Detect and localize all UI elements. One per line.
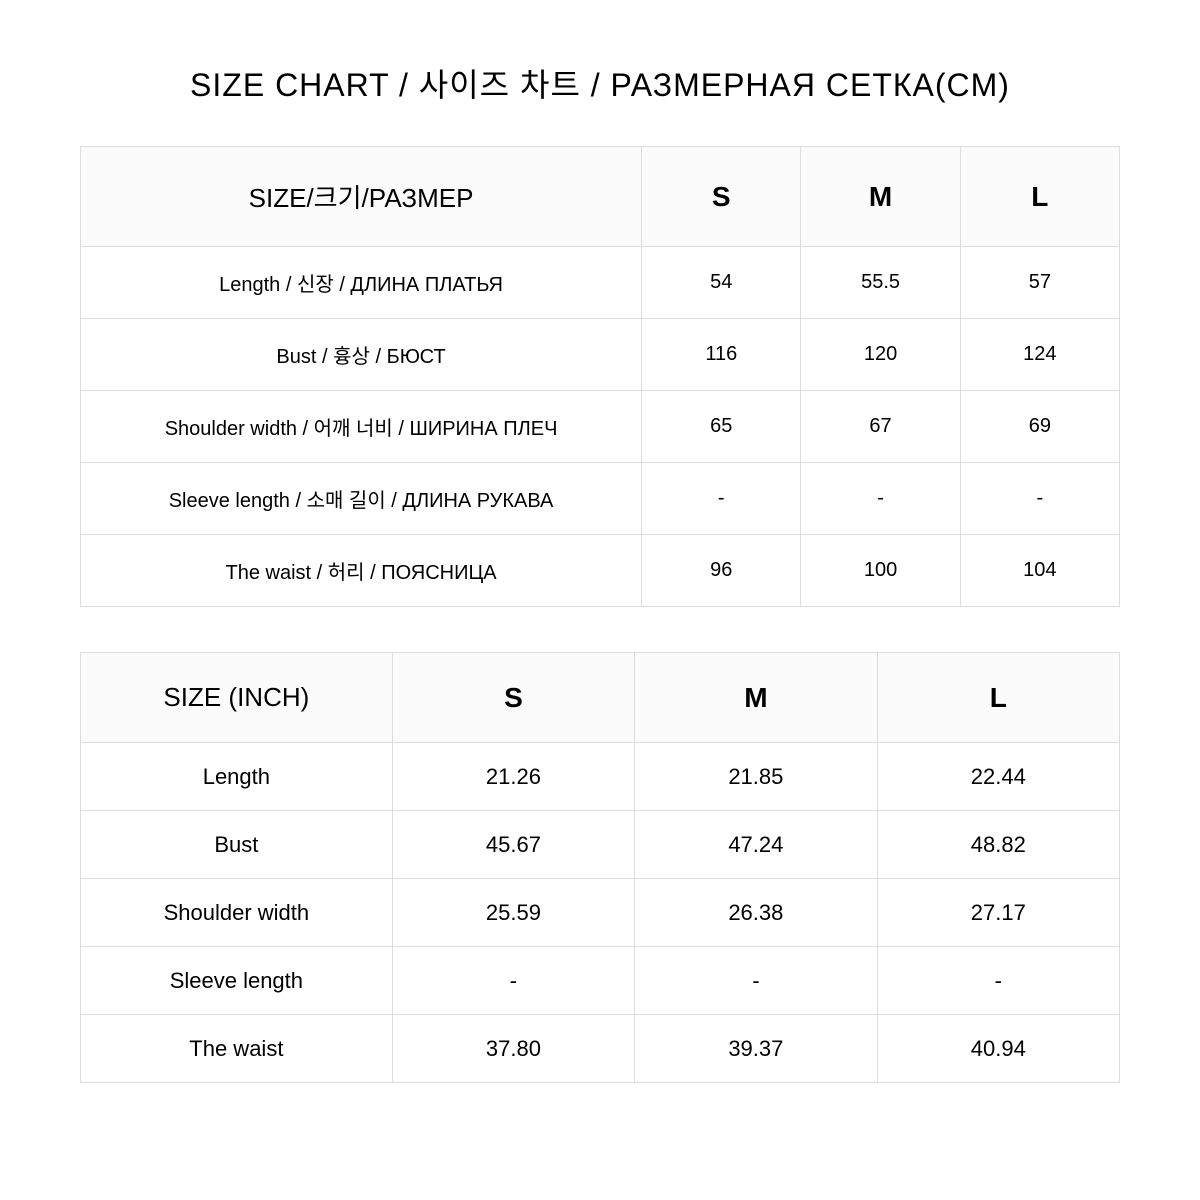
row-label: Length xyxy=(81,743,393,811)
cell: 26.38 xyxy=(635,879,877,947)
row-label: The waist / 허리 / ПОЯСНИЦА xyxy=(81,535,642,607)
header-size-l: L xyxy=(877,653,1119,743)
cell: 69 xyxy=(960,391,1119,463)
table-row: Bust 45.67 47.24 48.82 xyxy=(81,811,1120,879)
table-row: The waist / 허리 / ПОЯСНИЦА 96 100 104 xyxy=(81,535,1120,607)
cell: 67 xyxy=(801,391,960,463)
cell: 124 xyxy=(960,319,1119,391)
cell: - xyxy=(392,947,634,1015)
cell: 45.67 xyxy=(392,811,634,879)
header-label: SIZE/크기/РАЗМЕР xyxy=(81,147,642,247)
table-row: Bust / 흉상 / БЮСТ 116 120 124 xyxy=(81,319,1120,391)
cell: - xyxy=(801,463,960,535)
row-label: Length / 신장 / ДЛИНА ПЛАТЬЯ xyxy=(81,247,642,319)
size-table-inch: SIZE (INCH) S M L Length 21.26 21.85 22.… xyxy=(80,652,1120,1083)
header-size-l: L xyxy=(960,147,1119,247)
row-label: Sleeve length / 소매 길이 / ДЛИНА РУКАВА xyxy=(81,463,642,535)
cell: 65 xyxy=(642,391,801,463)
table-row: The waist 37.80 39.37 40.94 xyxy=(81,1015,1120,1083)
cell: 57 xyxy=(960,247,1119,319)
cell: 21.85 xyxy=(635,743,877,811)
cell: 21.26 xyxy=(392,743,634,811)
header-size-s: S xyxy=(642,147,801,247)
cell: 39.37 xyxy=(635,1015,877,1083)
header-size-s: S xyxy=(392,653,634,743)
row-label: Sleeve length xyxy=(81,947,393,1015)
row-label: Bust xyxy=(81,811,393,879)
header-size-m: M xyxy=(635,653,877,743)
cell: 27.17 xyxy=(877,879,1119,947)
cell: - xyxy=(877,947,1119,1015)
cell: 22.44 xyxy=(877,743,1119,811)
page-title: SIZE CHART / 사이즈 차트 / РАЗМЕРНАЯ СЕТКА(CM… xyxy=(80,60,1120,106)
row-label: The waist xyxy=(81,1015,393,1083)
row-label: Bust / 흉상 / БЮСТ xyxy=(81,319,642,391)
table-row: Sleeve length - - - xyxy=(81,947,1120,1015)
cell: 55.5 xyxy=(801,247,960,319)
header-size-m: M xyxy=(801,147,960,247)
table-row: Length / 신장 / ДЛИНА ПЛАТЬЯ 54 55.5 57 xyxy=(81,247,1120,319)
row-label: Shoulder width / 어깨 너비 / ШИРИНА ПЛЕЧ xyxy=(81,391,642,463)
table-row: Sleeve length / 소매 길이 / ДЛИНА РУКАВА - -… xyxy=(81,463,1120,535)
cell: - xyxy=(635,947,877,1015)
cell: 116 xyxy=(642,319,801,391)
cell: 25.59 xyxy=(392,879,634,947)
cell: 120 xyxy=(801,319,960,391)
size-table-cm: SIZE/크기/РАЗМЕР S M L Length / 신장 / ДЛИНА… xyxy=(80,146,1120,607)
cell: 37.80 xyxy=(392,1015,634,1083)
row-label: Shoulder width xyxy=(81,879,393,947)
cell: 96 xyxy=(642,535,801,607)
cell: 54 xyxy=(642,247,801,319)
table-row: Shoulder width / 어깨 너비 / ШИРИНА ПЛЕЧ 65 … xyxy=(81,391,1120,463)
cell: 48.82 xyxy=(877,811,1119,879)
cell: - xyxy=(642,463,801,535)
table-row: Shoulder width 25.59 26.38 27.17 xyxy=(81,879,1120,947)
table-header-row: SIZE/크기/РАЗМЕР S M L xyxy=(81,147,1120,247)
cell: 100 xyxy=(801,535,960,607)
table-row: Length 21.26 21.85 22.44 xyxy=(81,743,1120,811)
cell: 47.24 xyxy=(635,811,877,879)
cell: 40.94 xyxy=(877,1015,1119,1083)
header-label: SIZE (INCH) xyxy=(81,653,393,743)
cell: 104 xyxy=(960,535,1119,607)
table-header-row: SIZE (INCH) S M L xyxy=(81,653,1120,743)
cell: - xyxy=(960,463,1119,535)
